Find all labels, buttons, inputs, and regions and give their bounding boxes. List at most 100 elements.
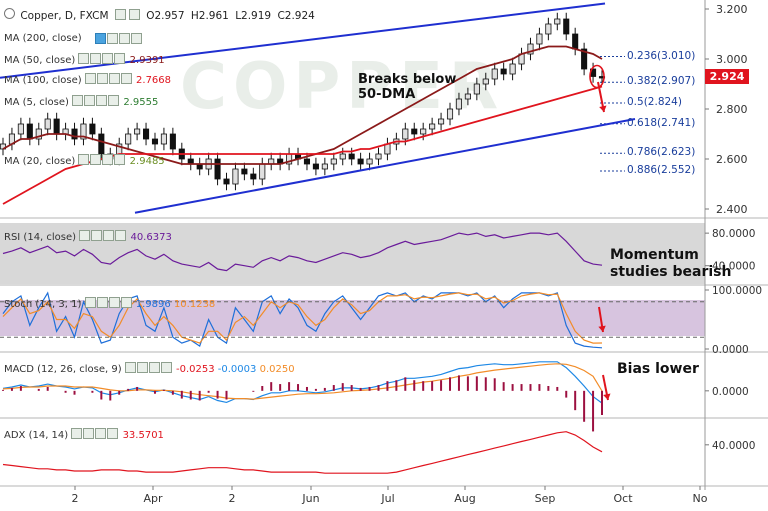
price-tick-label-1: 3.000: [716, 53, 748, 66]
eye-icon[interactable]: [78, 53, 90, 64]
candle-body-57: [509, 63, 516, 75]
rsi-pane: [2, 232, 709, 272]
symbol-label: Copper, D, FXCM: [20, 10, 109, 22]
macd-pane: [2, 361, 709, 432]
candle-body-34: [303, 158, 311, 165]
candle-body-35: [312, 163, 319, 170]
candle-body-9: [80, 123, 87, 140]
settings-icon[interactable]: [91, 230, 103, 241]
close-icon[interactable]: [114, 53, 126, 64]
macd-header[interactable]: MACD (12, 26, close, 9) -0.0253 -0.0003 …: [4, 362, 295, 375]
stoch-pane-tick-label-1: 0.0000: [712, 344, 749, 356]
price-arrow-head: [599, 105, 607, 112]
settings-icon[interactable]: [90, 154, 102, 165]
plus-icon[interactable]: [95, 428, 107, 439]
header-bar: Copper, D, FXCM O2.957 H2.961 L2.919 C2.…: [4, 8, 318, 22]
fib-label-3: 0.618(2.741): [627, 116, 696, 129]
candle-body-43: [384, 143, 391, 155]
close-icon[interactable]: [131, 33, 142, 44]
eye-icon[interactable]: [72, 95, 84, 106]
candle-body-18: [160, 133, 167, 145]
settings-icon[interactable]: [128, 9, 140, 20]
x-tick-label-3: Jun: [301, 492, 319, 505]
plus-icon[interactable]: [102, 53, 114, 64]
candle-body-59: [527, 43, 534, 55]
plus-icon[interactable]: [108, 73, 120, 84]
close-icon[interactable]: [114, 154, 126, 165]
candle-body-27: [241, 168, 248, 175]
close-icon[interactable]: [120, 73, 132, 84]
stoch-arrow-head: [598, 325, 606, 332]
overlay-ma20[interactable]: MA (20, close) 2.9485: [4, 154, 165, 167]
break-circle: [589, 64, 605, 89]
x-tick-label-1: Apr: [143, 492, 163, 505]
candle-body-11: [98, 133, 105, 155]
candle-body-10: [89, 123, 96, 135]
candle-body-62: [554, 18, 561, 25]
close-icon[interactable]: [107, 428, 119, 439]
close-icon[interactable]: [160, 362, 172, 373]
close-icon[interactable]: [108, 95, 120, 106]
stoch-header[interactable]: Stoch (14, 3, 1) 1.9896 10.1238: [4, 297, 216, 310]
eye-icon[interactable]: [79, 230, 91, 241]
settings-icon[interactable]: [96, 73, 108, 84]
last-price-tag: 2.924: [705, 69, 749, 84]
plus-icon[interactable]: [148, 362, 160, 373]
annotation-bias: Bias lower: [617, 361, 699, 377]
eye-icon[interactable]: [84, 297, 96, 308]
high-value: H2.961: [190, 10, 229, 22]
plus-icon[interactable]: [119, 33, 130, 44]
axis-labels: 3.200 3.000 2.800 2.600 2.400 2 Apr 2 Jun Jul Aug S…: [72, 3, 763, 505]
close-icon[interactable]: [120, 297, 132, 308]
settings-icon[interactable]: [90, 53, 102, 64]
eye-icon[interactable]: [71, 428, 83, 439]
eye-icon[interactable]: [114, 9, 126, 20]
candle-body-8: [71, 128, 78, 140]
candle-body-28: [250, 173, 257, 180]
overlay-ma5[interactable]: MA (5, close) 2.9555: [4, 95, 159, 108]
plus-icon[interactable]: [96, 95, 108, 106]
plus-icon[interactable]: [102, 154, 114, 165]
settings-icon[interactable]: [107, 33, 118, 44]
candle-body-51: [455, 98, 462, 110]
candle-body-19: [169, 133, 176, 150]
eye-icon[interactable]: [84, 73, 96, 84]
candle-body-4: [35, 128, 42, 140]
macd-pane-tick-label-0: 0.0000: [712, 386, 749, 398]
candle-body-15: [134, 128, 141, 135]
candle-body-25: [223, 178, 230, 185]
adx-header[interactable]: ADX (14, 14) 33.5701: [4, 428, 164, 441]
overlay-ma200[interactable]: MA (200, close): [4, 33, 82, 44]
plus-icon[interactable]: [108, 297, 120, 308]
eye-icon[interactable]: [78, 154, 90, 165]
candle-body-2: [17, 123, 24, 135]
plus-icon[interactable]: [103, 230, 115, 241]
settings-icon[interactable]: [136, 362, 148, 373]
eye-icon[interactable]: [95, 33, 106, 44]
candle-body-36: [321, 163, 328, 170]
price-tick-label-3: 2.600: [716, 153, 748, 166]
fib-label-4: 0.786(2.623): [627, 146, 696, 159]
settings-icon[interactable]: [84, 95, 96, 106]
candle-body-49: [438, 118, 445, 125]
candle-body-53: [473, 83, 480, 95]
eye-icon[interactable]: [124, 362, 136, 373]
candle-body-65: [581, 48, 588, 70]
collapse-icon[interactable]: [4, 8, 15, 19]
settings-icon[interactable]: [83, 428, 95, 439]
annotation-arrows: [597, 81, 611, 401]
candle-body-3: [26, 123, 33, 140]
rsi-pane-series-0: [2, 232, 603, 272]
candle-body-47: [420, 128, 427, 135]
lower-trendline: [134, 118, 636, 214]
rsi-header[interactable]: RSI (14, close) 40.6373: [4, 230, 172, 243]
stoch-pane-series-0: [2, 291, 603, 349]
macd-arrow-head: [603, 393, 611, 400]
overlay-ma50[interactable]: MA (50, close) 2.9391: [4, 53, 165, 66]
overlay-ma100[interactable]: MA (100, close) 2.7668: [4, 73, 172, 86]
close-icon[interactable]: [115, 230, 127, 241]
stoch-pane-series-1: [2, 292, 603, 344]
settings-icon[interactable]: [96, 297, 108, 308]
price-tick-label-0: 3.200: [716, 3, 748, 16]
